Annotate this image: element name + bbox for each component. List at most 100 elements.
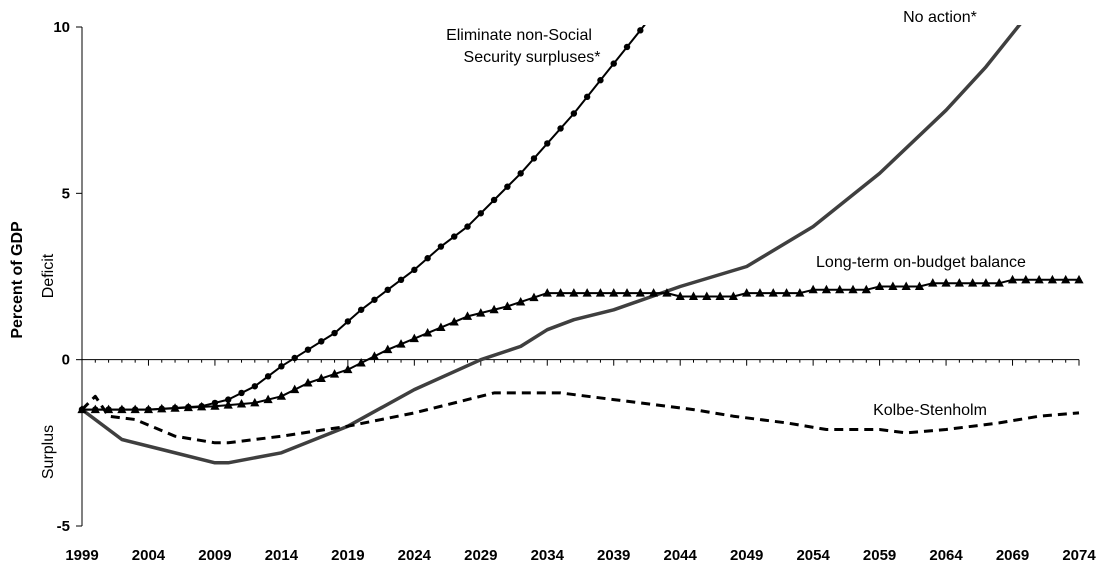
series-marker xyxy=(781,288,792,297)
series-layer xyxy=(77,25,1084,465)
x-tick-label: 2034 xyxy=(531,547,565,564)
series-marker xyxy=(954,278,964,287)
series-marker xyxy=(848,284,858,294)
series-marker xyxy=(278,363,285,370)
series-marker xyxy=(755,288,765,297)
series-marker xyxy=(530,155,538,162)
series-label-kolbe: Kolbe-Stenholm xyxy=(873,402,987,419)
series-marker xyxy=(409,333,419,343)
series-line xyxy=(80,391,1080,445)
y-tick-label: 0 xyxy=(62,352,70,369)
series-marker xyxy=(143,404,154,414)
axes: 10 5 0 -5 1999 2004 2009 2014 2019 2024 2029 2034 20… xyxy=(53,19,1096,564)
series-marker xyxy=(276,391,286,400)
series-label-long-term: Long-term on-budget balance xyxy=(816,254,1026,271)
y-axis-title: Percent of GDP xyxy=(9,221,26,339)
labels-layer: Percent of GDP Deficit Surplus Eliminate… xyxy=(9,9,1026,479)
series-line xyxy=(82,278,1079,411)
series-marker xyxy=(449,316,459,326)
series-label-no-action: No action* xyxy=(903,9,977,26)
x-tick-label: 2074 xyxy=(1062,547,1096,564)
y-tick-label: 10 xyxy=(53,19,70,36)
series-marker xyxy=(1034,274,1044,284)
series-marker xyxy=(597,77,604,84)
surplus-label: Surplus xyxy=(40,425,57,479)
series-marker xyxy=(424,255,431,262)
series-label-eliminate-line1: Eliminate non-Social xyxy=(446,27,592,44)
x-tick-label: 2064 xyxy=(929,547,963,564)
series-marker xyxy=(183,402,193,412)
series-marker xyxy=(875,281,885,290)
series-1 xyxy=(80,25,1022,465)
series-marker xyxy=(994,278,1004,287)
series-marker xyxy=(808,284,818,294)
series-marker xyxy=(569,288,579,297)
series-marker xyxy=(901,281,911,290)
series-marker xyxy=(238,389,245,397)
series-marker xyxy=(768,288,778,297)
series-marker xyxy=(476,308,486,317)
series-marker xyxy=(423,328,433,337)
series-marker xyxy=(688,291,699,300)
series-marker xyxy=(437,243,445,250)
series-marker xyxy=(383,344,393,354)
series-marker xyxy=(623,43,631,51)
series-marker xyxy=(489,304,499,314)
series-2 xyxy=(77,274,1084,414)
series-3 xyxy=(80,391,1080,445)
series-marker xyxy=(557,125,564,132)
series-marker xyxy=(250,397,260,407)
series-marker xyxy=(396,339,406,348)
series-marker xyxy=(462,311,473,320)
series-marker xyxy=(928,278,938,287)
series-marker xyxy=(356,357,366,367)
x-tick-label: 1999 xyxy=(65,547,98,564)
x-tick-label: 2044 xyxy=(664,547,698,564)
series-marker xyxy=(502,301,512,310)
series-marker xyxy=(795,288,805,297)
series-marker xyxy=(343,364,353,374)
series-marker xyxy=(622,288,632,297)
series-marker xyxy=(411,266,418,274)
series-marker xyxy=(610,60,617,67)
x-tick-label: 2009 xyxy=(198,547,231,564)
series-marker xyxy=(369,351,380,360)
series-marker xyxy=(1021,274,1031,284)
x-tick-label: 2029 xyxy=(464,547,497,564)
series-marker xyxy=(609,288,619,297)
series-marker xyxy=(90,404,100,414)
series-marker xyxy=(504,183,511,190)
series-marker xyxy=(1047,274,1058,284)
y-tick-label: 5 xyxy=(62,185,70,202)
series-marker xyxy=(1007,274,1018,284)
series-marker xyxy=(529,292,539,302)
series-marker xyxy=(702,291,712,300)
series-marker xyxy=(344,318,352,325)
series-marker xyxy=(544,140,551,147)
series-marker xyxy=(329,369,340,378)
series-marker xyxy=(357,306,365,313)
x-tick-label: 2004 xyxy=(132,547,166,564)
series-marker xyxy=(888,281,898,290)
series-marker xyxy=(675,291,685,300)
deficit-label: Deficit xyxy=(40,253,57,298)
series-marker xyxy=(290,384,300,394)
x-tick-label: 2069 xyxy=(996,547,1029,564)
series-marker xyxy=(170,403,180,412)
series-marker xyxy=(117,404,127,414)
series-marker xyxy=(941,278,951,287)
series-marker xyxy=(821,284,832,294)
x-tick-label: 2054 xyxy=(796,547,830,564)
series-marker xyxy=(303,377,313,387)
series-marker xyxy=(451,233,458,240)
series-marker xyxy=(251,383,259,390)
series-marker xyxy=(555,288,566,297)
series-marker xyxy=(291,354,298,362)
series-marker xyxy=(981,278,991,287)
series-line xyxy=(82,25,646,411)
series-marker xyxy=(464,223,471,230)
series-marker xyxy=(490,196,498,204)
series-label-eliminate-line2: Security surpluses* xyxy=(464,49,601,66)
x-tick-label: 2014 xyxy=(265,547,299,564)
